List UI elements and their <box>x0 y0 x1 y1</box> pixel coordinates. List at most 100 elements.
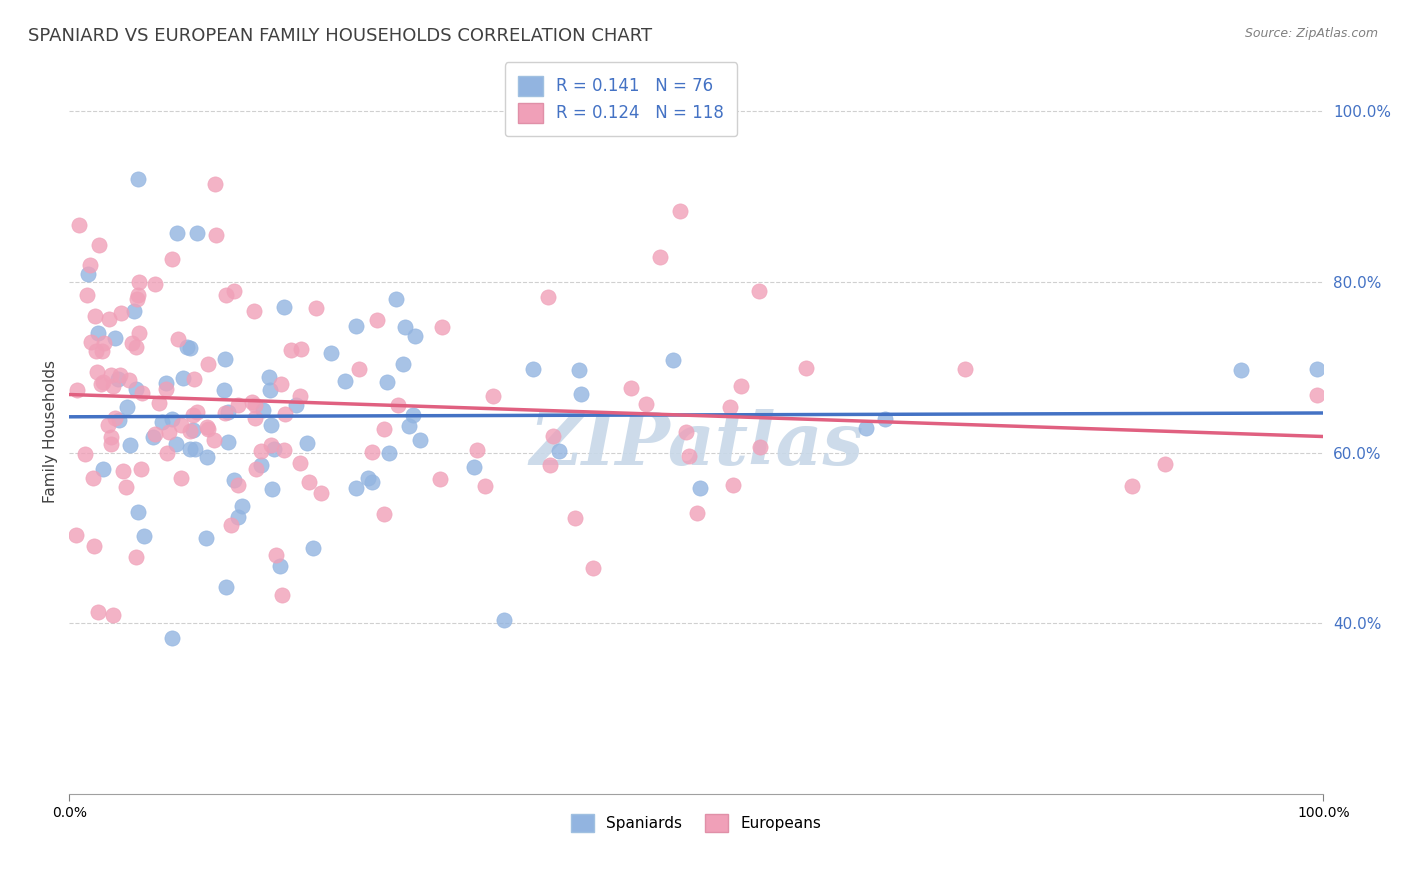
Point <box>675 425 697 439</box>
Y-axis label: Family Households: Family Households <box>44 359 58 503</box>
Point <box>748 440 770 454</box>
Point <box>387 398 409 412</box>
Point <box>195 450 218 465</box>
Point <box>83 539 105 553</box>
Point <box>127 505 149 519</box>
Point <box>730 378 752 392</box>
Point <box>222 284 245 298</box>
Point <box>250 458 273 472</box>
Point <box>125 382 148 396</box>
Point <box>465 443 488 458</box>
Point <box>87 605 110 619</box>
Point <box>127 171 149 186</box>
Point <box>373 507 395 521</box>
Point <box>375 375 398 389</box>
Point <box>128 276 150 290</box>
Point <box>794 360 817 375</box>
Point <box>409 434 432 448</box>
Point <box>689 481 711 495</box>
Point <box>538 458 561 472</box>
Point <box>290 343 312 357</box>
Point <box>361 445 384 459</box>
Point <box>1306 361 1329 376</box>
Point <box>669 204 692 219</box>
Point <box>155 376 177 390</box>
Point <box>748 284 770 298</box>
Text: ZIPatlas: ZIPatlas <box>529 409 863 480</box>
Point <box>463 459 485 474</box>
Point <box>84 344 107 359</box>
Point <box>391 358 413 372</box>
Point <box>548 443 571 458</box>
Point <box>686 506 709 520</box>
Point <box>79 259 101 273</box>
Point <box>228 478 250 492</box>
Point <box>90 377 112 392</box>
Point <box>97 418 120 433</box>
Point <box>288 389 311 403</box>
Point <box>124 550 146 565</box>
Point <box>224 473 246 487</box>
Point <box>215 288 238 302</box>
Point <box>650 251 672 265</box>
Point <box>157 425 180 439</box>
Point <box>107 372 129 386</box>
Point <box>537 291 560 305</box>
Point <box>298 475 321 489</box>
Point <box>373 422 395 436</box>
Point <box>620 381 643 395</box>
Point <box>202 434 225 448</box>
Point <box>100 430 122 444</box>
Point <box>273 301 295 315</box>
Point <box>721 478 744 492</box>
Point <box>228 398 250 412</box>
Point <box>1230 362 1253 376</box>
Point <box>243 411 266 425</box>
Point <box>217 405 239 419</box>
Point <box>344 319 367 334</box>
Point <box>231 499 253 513</box>
Point <box>543 429 565 443</box>
Point <box>118 373 141 387</box>
Point <box>430 320 453 334</box>
Point <box>165 436 187 450</box>
Point <box>131 385 153 400</box>
Point <box>288 456 311 470</box>
Point <box>93 376 115 390</box>
Point <box>118 438 141 452</box>
Point <box>179 341 201 355</box>
Point <box>297 435 319 450</box>
Point <box>181 423 204 437</box>
Point <box>402 409 425 423</box>
Point <box>564 510 586 524</box>
Point <box>86 365 108 379</box>
Point <box>143 277 166 291</box>
Point <box>87 326 110 340</box>
Point <box>67 218 90 232</box>
Point <box>662 353 685 368</box>
Point <box>179 425 201 439</box>
Point <box>953 362 976 376</box>
Point <box>214 351 236 366</box>
Point <box>474 479 496 493</box>
Point <box>166 227 188 241</box>
Point <box>301 541 323 555</box>
Point <box>385 292 408 306</box>
Point <box>262 482 284 496</box>
Point <box>184 442 207 457</box>
Point <box>259 384 281 398</box>
Point <box>170 418 193 433</box>
Point <box>494 613 516 627</box>
Point <box>179 442 201 456</box>
Point <box>91 461 114 475</box>
Point <box>176 340 198 354</box>
Point <box>242 304 264 318</box>
Point <box>357 471 380 485</box>
Point <box>718 401 741 415</box>
Point <box>145 427 167 442</box>
Point <box>404 329 426 343</box>
Point <box>197 358 219 372</box>
Point <box>195 420 218 434</box>
Point <box>101 607 124 622</box>
Point <box>366 313 388 327</box>
